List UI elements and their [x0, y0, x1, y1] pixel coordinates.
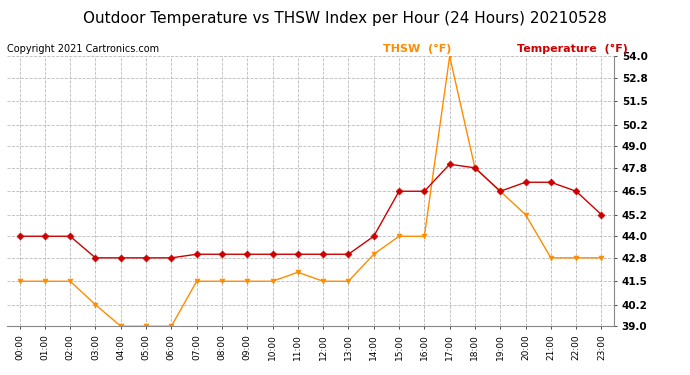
- Text: Outdoor Temperature vs THSW Index per Hour (24 Hours) 20210528: Outdoor Temperature vs THSW Index per Ho…: [83, 11, 607, 26]
- Text: Temperature  (°F): Temperature (°F): [517, 44, 628, 54]
- Text: THSW  (°F): THSW (°F): [384, 44, 452, 54]
- Text: Copyright 2021 Cartronics.com: Copyright 2021 Cartronics.com: [7, 44, 159, 54]
